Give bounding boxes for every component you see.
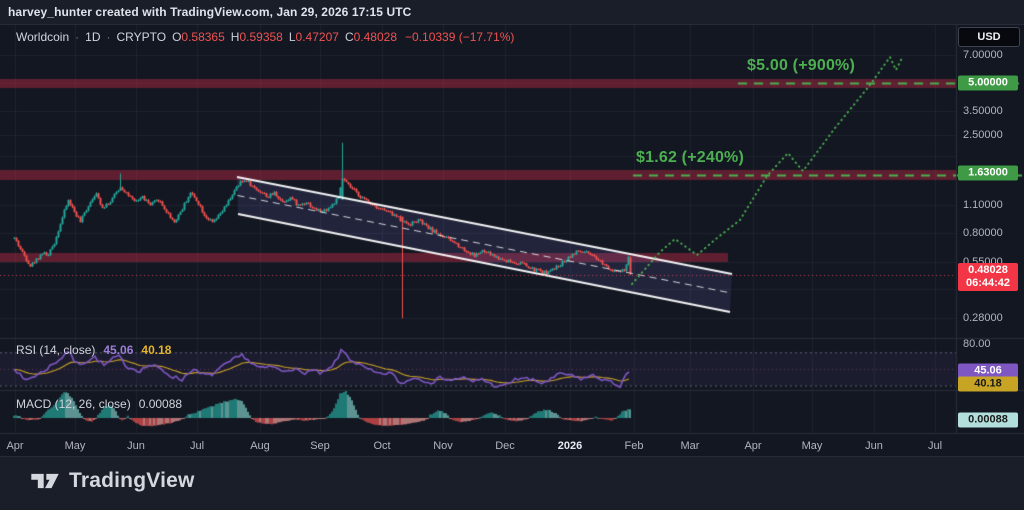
time-axis-label-dec: Dec	[495, 440, 515, 452]
symbol-name[interactable]: Worldcoin	[16, 30, 70, 44]
time-axis-label-nov: Nov	[433, 440, 453, 452]
target-price-label-1.63: 1.63000	[958, 165, 1018, 181]
close-value: C0.48028	[344, 30, 397, 44]
bar-countdown: 06:44:42	[965, 277, 1011, 289]
upper-target-annotation[interactable]: $5.00 (+900%)	[747, 57, 856, 74]
rsi-value-label: 45.06	[958, 363, 1018, 379]
lower-target-annotation[interactable]: $1.62 (+240%)	[636, 149, 745, 166]
current-price-label: 0.48028 06:44:42	[958, 263, 1018, 291]
footer-bar: TradingView	[0, 456, 1024, 510]
rsi-title[interactable]: RSI (14, close)	[16, 343, 96, 357]
time-axis-label-2026: 2026	[557, 440, 583, 452]
price-axis-label: 2.50000	[963, 129, 1003, 141]
price-axis-label: 7.00000	[963, 49, 1003, 61]
time-axis-label-apr: Apr	[6, 440, 24, 452]
header-bar: harvey_hunter created with TradingView.c…	[0, 0, 1024, 25]
market-label: CRYPTO	[116, 30, 167, 44]
macd-legend: MACD (12, 26, close) 0.00088	[16, 397, 182, 411]
macd-current-value: 0.00088	[138, 397, 183, 411]
change-value: −0.10339 (−17.71%)	[405, 30, 515, 44]
time-axis-label-jun: Jun	[127, 440, 145, 452]
interval-label[interactable]: 1D	[85, 30, 101, 44]
time-axis-label-oct: Oct	[373, 440, 391, 452]
symbol-legend: Worldcoin · 1D · CRYPTO O0.58365 H0.5935…	[16, 30, 514, 44]
rsi-axis-label: 80.00	[963, 338, 991, 350]
tradingview-logo-icon	[31, 473, 59, 489]
last-price: 0.48028	[968, 264, 1008, 276]
rsi-ma-current-value: 40.18	[141, 343, 172, 357]
price-axis-label: 0.28000	[963, 312, 1003, 324]
time-axis-label-may: May	[64, 440, 86, 452]
price-axis-label: 0.80000	[963, 227, 1003, 239]
time-axis-label-may: May	[801, 440, 823, 452]
time-axis-label-sep: Sep	[310, 440, 330, 452]
time-axis-label-mar: Mar	[680, 440, 700, 452]
brand-wordmark: TradingView	[69, 469, 195, 492]
high-value: H0.59358	[230, 30, 283, 44]
macd-title[interactable]: MACD (12, 26, close)	[16, 397, 131, 411]
watermark-text: harvey_hunter created with TradingView.c…	[8, 5, 412, 19]
low-value: L0.47207	[288, 30, 339, 44]
currency-usd-button[interactable]: USD	[958, 27, 1020, 47]
time-axis-label-jul: Jul	[927, 440, 943, 452]
target-price-label-5: 5.00000	[958, 75, 1018, 91]
price-axis-label: 3.50000	[963, 105, 1003, 117]
price-axis-label: 1.10000	[963, 199, 1003, 211]
time-axis-label-jul: Jul	[189, 440, 205, 452]
time-axis-label-jun: Jun	[865, 440, 883, 452]
time-axis-label-aug: Aug	[250, 440, 270, 452]
open-value: O0.58365	[172, 30, 225, 44]
separator: ·	[106, 30, 111, 44]
time-axis-label-feb: Feb	[624, 440, 644, 452]
tradingview-logo[interactable]: TradingView	[30, 469, 195, 493]
time-axis-label-apr: Apr	[744, 440, 762, 452]
macd-value-label: 0.00088	[958, 412, 1018, 428]
rsi-legend: RSI (14, close) 45.06 40.18	[16, 343, 171, 357]
rsi-ma-value-label: 40.18	[958, 376, 1018, 392]
rsi-current-value: 45.06	[103, 343, 134, 357]
separator: ·	[75, 30, 80, 44]
